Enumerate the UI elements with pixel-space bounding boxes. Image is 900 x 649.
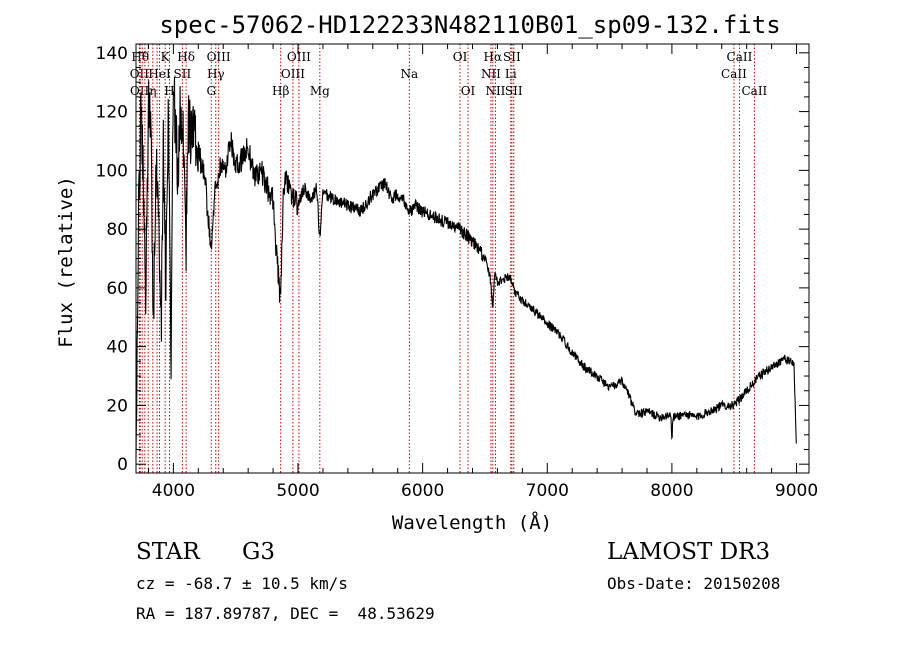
line-label: NII xyxy=(481,67,501,81)
line-label: SII xyxy=(174,67,192,81)
plot-frame xyxy=(135,43,810,474)
line-label: CaII xyxy=(727,50,753,64)
line-label: OIII xyxy=(281,67,305,81)
y-tick-label: 0 xyxy=(117,455,128,475)
y-tick-label: 140 xyxy=(96,44,128,64)
x-tick-label: 5000 xyxy=(276,481,319,501)
observation-date: Obs-Date: 20150208 xyxy=(607,574,780,593)
line-label: SII xyxy=(505,84,523,98)
y-tick-label: 100 xyxy=(96,161,128,181)
object-type: STAR xyxy=(136,539,200,565)
line-label: OIII xyxy=(287,50,311,64)
y-tick-label: 120 xyxy=(96,103,128,123)
chart-title: spec-57062-HD122233N482110B01_sp09-132.f… xyxy=(159,11,780,39)
line-label: G xyxy=(206,84,216,98)
line-label: Li xyxy=(505,67,517,81)
line-label: Mg xyxy=(310,84,330,98)
y-tick-label: 20 xyxy=(106,396,128,416)
x-tick-label: 6000 xyxy=(401,481,444,501)
x-axis-label: Wavelength (Å) xyxy=(392,511,552,534)
line-label: Hα xyxy=(484,50,503,64)
ra-dec-coordinates: RA = 187.89787, DEC = 48.53629 xyxy=(136,604,435,623)
y-tick-label: 40 xyxy=(106,338,128,358)
line-label: OII xyxy=(130,67,150,81)
line-label: CaII xyxy=(721,67,747,81)
line-label: Hβ xyxy=(272,84,289,98)
axes: 4000 5000 6000 7000 8000 9000 0 20 40 60 80 100 120 1… xyxy=(96,44,819,501)
x-tick-label: 7000 xyxy=(526,481,569,501)
line-label: OII xyxy=(130,84,150,98)
line-label: Na xyxy=(400,67,418,81)
redshift-cz: cz = -68.7 ± 10.5 km/s xyxy=(136,574,348,593)
spectrum-series xyxy=(135,76,797,459)
line-label: NII xyxy=(485,84,505,98)
spectrum-line xyxy=(135,76,797,459)
survey-name: LAMOST DR3 xyxy=(607,539,770,565)
line-label: HeI xyxy=(148,67,171,81)
line-label: Hγ xyxy=(207,67,225,81)
line-label: OI xyxy=(453,50,468,64)
line-label: SII xyxy=(503,50,521,64)
line-label: η xyxy=(149,84,156,98)
line-label: CaII xyxy=(741,84,767,98)
x-tick-label: 4000 xyxy=(152,481,195,501)
x-tick-label: 9000 xyxy=(775,481,818,501)
line-label: OIII xyxy=(207,50,231,64)
line-label: OI xyxy=(461,84,476,98)
y-tick-label: 80 xyxy=(106,220,128,240)
line-label: Hθ xyxy=(131,50,149,64)
object-subclass: G3 xyxy=(242,539,275,565)
line-label: Hδ xyxy=(177,50,195,64)
x-tick-label: 8000 xyxy=(650,481,693,501)
line-label: H xyxy=(164,84,174,98)
line-label: K xyxy=(161,50,171,64)
y-tick-label: 60 xyxy=(106,279,128,299)
y-axis-label: Flux (relative) xyxy=(55,176,77,348)
